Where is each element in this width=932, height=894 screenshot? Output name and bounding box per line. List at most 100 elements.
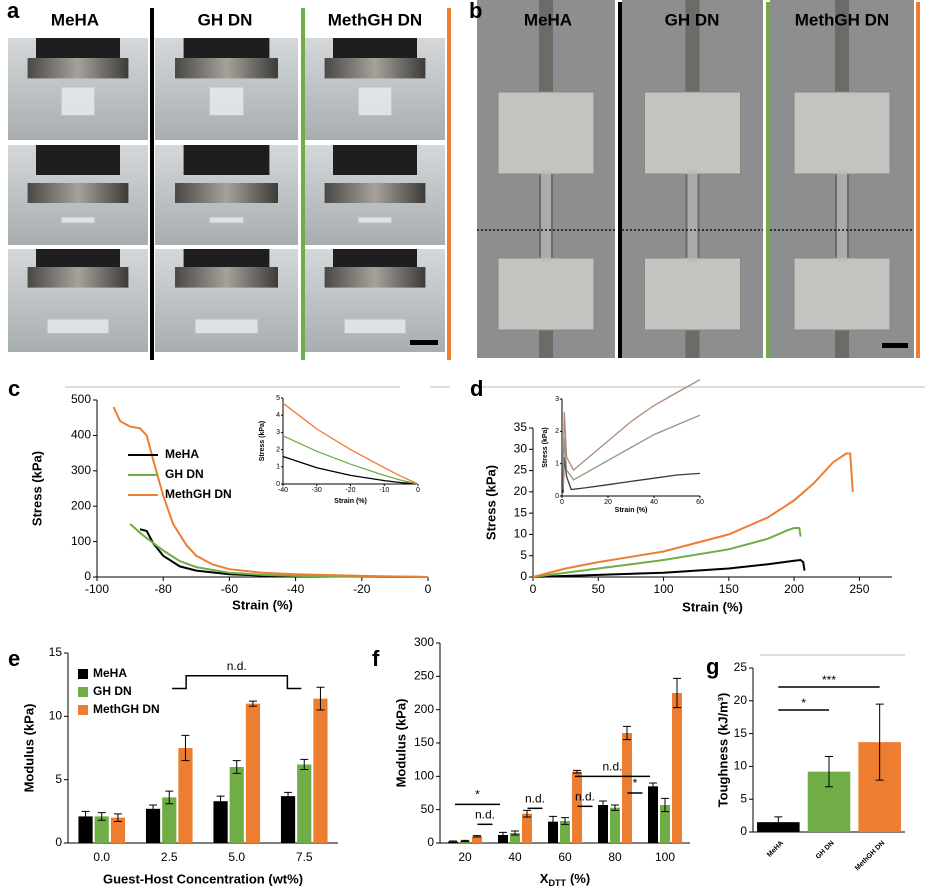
y-tick-label: 400 (71, 428, 91, 442)
y-tick-label: 100 (71, 534, 91, 548)
error-bar (661, 797, 669, 813)
clamp (793, 91, 891, 175)
press-body (183, 249, 270, 267)
y-tick-label: 300 (414, 635, 434, 649)
x-tick-label: 5.0 (228, 850, 245, 864)
bar (572, 771, 582, 843)
error-bar (165, 790, 174, 805)
y-tick-label: 150 (414, 735, 434, 749)
press-plate (175, 267, 278, 288)
x-tick-label: 60 (696, 499, 704, 506)
y-axis-label: Stress (kPa) (29, 451, 44, 526)
x-axis-label: XDTT (%) (540, 871, 590, 888)
legend-label: GH DN (165, 467, 204, 481)
bar (522, 813, 532, 843)
x-axis-label: Guest-Host Concentration (wt%) (103, 871, 303, 886)
bar (145, 808, 161, 843)
x-axis-label: Strain (%) (682, 599, 743, 614)
inset-background (261, 394, 426, 510)
x-tick-label: 0.0 (93, 850, 110, 864)
y-tick-label: 10 (514, 527, 528, 541)
x-tick-label: -20 (345, 487, 355, 494)
hydrogel (46, 318, 110, 334)
error-bar (523, 809, 531, 818)
data-line (532, 452, 854, 578)
x-axis-label: Strain (%) (615, 507, 648, 514)
x-tick-label: -10 (379, 487, 389, 494)
x-tick-label: -60 (221, 582, 239, 596)
error-bar (232, 760, 241, 774)
separator (301, 8, 305, 360)
data-line (139, 528, 429, 578)
hydrogel (194, 318, 259, 334)
press-plate (175, 183, 278, 203)
legend-swatch (78, 705, 88, 715)
data-line (532, 558, 806, 578)
panel-letter: c (8, 376, 20, 401)
x-tick-label: -30 (312, 487, 322, 494)
annotation: n.d. (602, 760, 622, 774)
data-line (129, 523, 429, 578)
hydrogel (357, 216, 393, 224)
x-tick-label: 250 (849, 582, 869, 596)
bar (162, 797, 177, 843)
panel-letter: a (7, 0, 20, 23)
panel-letter: b (469, 0, 482, 23)
y-axis-label: Stress (kPa) (259, 421, 266, 461)
error-bar (611, 804, 619, 811)
y-tick-label: 35 (514, 420, 528, 434)
hydrogel (60, 86, 96, 117)
x-axis-label: Strain (%) (232, 597, 293, 612)
clamp (497, 257, 595, 331)
panel-letter: g (706, 654, 719, 679)
press-plate (27, 183, 129, 203)
y-tick-label: 10 (49, 709, 63, 723)
y-tick-label: 200 (71, 498, 91, 512)
press-body (36, 249, 120, 267)
y-tick-label: 15 (514, 505, 528, 519)
y-tick-label: 3 (276, 429, 280, 436)
separator (150, 8, 154, 360)
panel-letter: d (470, 376, 483, 401)
photo-label: MethGH DN (795, 10, 889, 29)
data-line (562, 414, 701, 490)
error-bar (673, 677, 681, 709)
x-tick-label: -80 (155, 582, 173, 596)
photo-label: GH DN (198, 10, 253, 29)
bar (648, 786, 658, 843)
y-tick-label: 50 (421, 802, 435, 816)
y-tick-label: 0 (276, 481, 280, 488)
legend-label: GH DN (93, 684, 132, 698)
separator (916, 2, 920, 358)
photo-label: MeHA (524, 10, 572, 29)
bar (313, 698, 328, 843)
bar (78, 816, 93, 843)
y-tick-label: 100 (414, 769, 434, 783)
data-line (562, 379, 701, 487)
y-tick-label: 1 (276, 464, 280, 471)
y-tick-label: 250 (414, 669, 434, 683)
y-tick-label: 25 (734, 660, 748, 674)
clamp (793, 257, 891, 331)
x-axis-label: Strain (%) (334, 498, 367, 505)
y-tick-label: 15 (49, 645, 63, 659)
clamp (644, 91, 741, 175)
y-tick-label: 15 (734, 726, 748, 740)
error-bar (573, 769, 581, 774)
bar (622, 733, 632, 843)
error-bar (316, 686, 325, 711)
y-tick-label: 500 (71, 392, 91, 406)
y-tick-label: 20 (734, 693, 748, 707)
y-tick-label: 0 (555, 493, 559, 500)
bar (245, 703, 261, 843)
bar (280, 796, 296, 843)
error-bar (181, 734, 190, 762)
y-axis-label: Stress (kPa) (542, 427, 549, 467)
data-line (282, 435, 419, 485)
y-axis-label: Modulus (kPa) (393, 699, 408, 788)
x-tick-label: -40 (278, 487, 288, 494)
data-line (282, 402, 419, 485)
x-tick-label: 40 (508, 850, 522, 864)
press-body (333, 249, 417, 267)
error-bar (473, 835, 481, 838)
